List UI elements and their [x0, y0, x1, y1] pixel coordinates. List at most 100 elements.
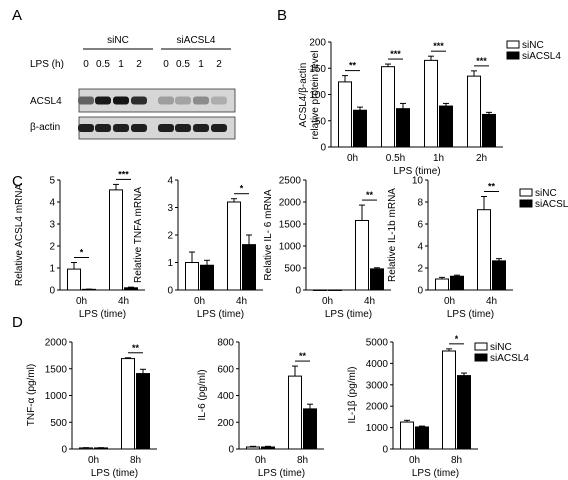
legend-swatch-sinc [506, 40, 520, 49]
blot-band [158, 96, 174, 105]
x-tick-label: 0h [194, 296, 205, 307]
blot-band [175, 124, 191, 132]
y-axis-label: ACSL4/β-actin [298, 63, 309, 128]
y-tick-label: 2000 [45, 338, 68, 349]
significance-mark: * [80, 248, 84, 258]
x-tick-label: 8h [297, 455, 308, 466]
significance-mark: * [240, 184, 244, 194]
y-tick-label: 4 [417, 242, 423, 253]
x-tick-label: 8h [130, 455, 141, 466]
x-axis-label: LPS (time) [393, 166, 440, 177]
x-axis-label: LPS (time) [79, 309, 126, 320]
panel-letter-d: D [12, 314, 23, 331]
bar-sinc [477, 209, 491, 291]
blot-lps-label: LPS (h) [30, 59, 64, 70]
western-blot: siNC siACSL4 LPS (h) 0 0.5 1 2 0 0.5 1 2 ACSL4 … [30, 35, 236, 140]
y-axis-label: Relative TNFA mRNA [133, 187, 144, 283]
panel-letter-b: B [277, 7, 287, 24]
y-tick-label: 0 [295, 286, 301, 297]
bar-sinc [185, 262, 199, 291]
blot-band [113, 124, 129, 132]
bar-siacsl4 [450, 275, 464, 291]
x-tick-label: 0.5h [386, 153, 405, 164]
bar-sinc [424, 59, 438, 148]
x-tick-label: 4h [486, 296, 497, 307]
x-axis-label: LPS (time) [258, 468, 305, 479]
x-axis-label: LPS (time) [447, 309, 494, 320]
chart-d-tnfa-elisa: 0 500 1000 1500 2000 TNF-α (pg/ml) 0h 8h ** LPS (… [26, 338, 157, 479]
bar-sinc [381, 66, 395, 148]
y-tick-label: 0 [167, 286, 173, 297]
y-tick-label: 200 [217, 418, 234, 429]
bar-siacsl4 [303, 408, 317, 450]
y-tick-label: 500 [50, 418, 67, 429]
x-tick-label: 8h [451, 455, 462, 466]
y-tick-label: 1500 [45, 364, 68, 375]
bar-sinc [121, 358, 135, 450]
significance-mark: ** [299, 351, 307, 361]
legend-label-sinc: siNC [490, 342, 512, 353]
blot-band [131, 124, 147, 132]
bar-siacsl4 [200, 264, 214, 291]
blot-band [193, 124, 209, 132]
blot-row-label-bactin: β-actin [30, 122, 60, 133]
y-tick-label: 1500 [279, 220, 302, 231]
legend-label-siacsl4: siACSL4 [522, 51, 561, 62]
y-axis-label: IL-1β (pg/ml) [347, 367, 358, 424]
y-tick-label: 400 [217, 391, 234, 402]
blot-band [211, 96, 227, 105]
blot-timepoint-label: 0.5 [96, 59, 110, 70]
x-tick-label: 4h [236, 296, 247, 307]
chart-c-acsl4-mrna: 0 1 2 3 4 5 Relative ACSL4 mRNA 0h * 4h *** LPS (ti… [14, 169, 145, 320]
bar-sinc [288, 375, 302, 450]
bar-sinc [227, 201, 241, 291]
y-tick-label: 4 [167, 176, 173, 187]
y-tick-label: 800 [217, 338, 234, 349]
bar-sinc [355, 219, 369, 291]
bar-siacsl4 [136, 373, 150, 450]
chart-d-il6-elisa: 0 200 400 600 800 IL-6 (pg/ml) 0h 8h ** LPS (time… [197, 338, 324, 479]
legend-swatch-siacsl4 [519, 199, 533, 208]
significance-mark: *** [476, 56, 487, 66]
x-tick-label: 4h [364, 296, 375, 307]
significance-mark: *** [390, 49, 401, 59]
significance-mark: *** [433, 41, 444, 51]
x-axis-label: LPS (time) [197, 309, 244, 320]
legend-swatch-sinc [474, 342, 488, 351]
x-tick-label: 0h [322, 296, 333, 307]
y-tick-label: 100 [309, 90, 326, 101]
bar-siacsl4 [353, 109, 367, 148]
significance-mark: ** [132, 343, 140, 353]
significance-mark: ** [349, 61, 357, 71]
blot-band [78, 96, 94, 105]
y-tick-label: 2 [417, 264, 423, 275]
blot-band [193, 96, 209, 105]
y-axis-label: Relative IL-1b mRNA [387, 188, 398, 282]
x-tick-label: 2h [476, 153, 487, 164]
blot-group-sinc: siNC [107, 35, 129, 46]
y-tick-label: 2000 [279, 198, 302, 209]
bar-siacsl4 [396, 108, 410, 148]
bar-sinc [442, 350, 456, 450]
blot-timepoint-label: 2 [136, 59, 142, 70]
blot-timepoint-label: 1 [198, 59, 204, 70]
y-tick-label: 200 [309, 38, 326, 49]
chart-b-protein-level: 0 50 100 150 200 ACSL4/β-actin relative protei… [298, 38, 561, 178]
y-tick-label: 2000 [366, 402, 389, 413]
significance-mark: *** [118, 169, 129, 179]
legend-label-siacsl4: siACSL4 [490, 353, 529, 364]
bar-sinc [246, 446, 260, 450]
x-tick-label: 0h [347, 153, 358, 164]
x-tick-label: 0h [409, 455, 420, 466]
y-tick-label: 5 [49, 176, 55, 187]
y-tick-label: 3000 [366, 380, 389, 391]
y-tick-label: 6 [417, 220, 423, 231]
y-tick-label: 3 [167, 203, 173, 214]
y-axis-label: Relative IL- 6 mRNA [263, 189, 274, 280]
blot-group-siacsl4: siACSL4 [177, 35, 216, 46]
blot-band [95, 124, 111, 132]
bar-siacsl4 [261, 446, 275, 450]
y-tick-label: 4000 [366, 359, 389, 370]
legend-label-sinc: siNC [535, 188, 557, 199]
